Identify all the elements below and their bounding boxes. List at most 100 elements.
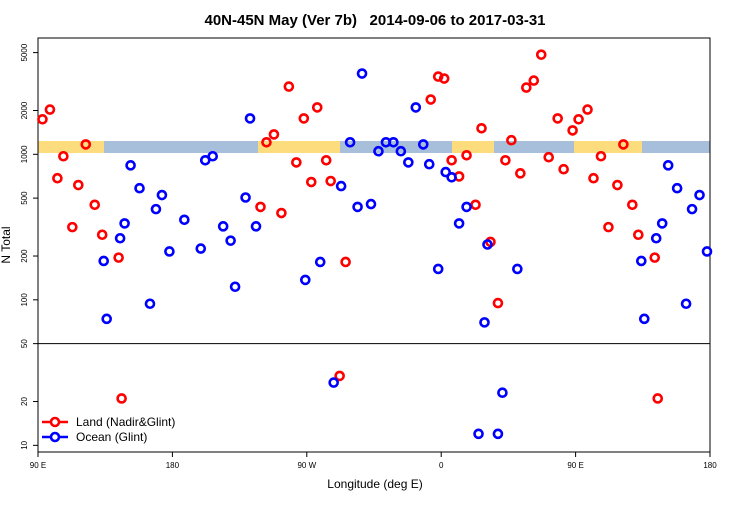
point	[101, 313, 112, 325]
point	[261, 136, 272, 148]
point	[492, 297, 504, 309]
band-land	[38, 141, 104, 153]
point	[150, 203, 162, 215]
y-tick-label: 2000	[20, 101, 29, 119]
point	[446, 172, 457, 183]
point	[543, 151, 555, 163]
point	[410, 102, 422, 113]
point	[207, 150, 219, 162]
chart-title: 40N-45N May (Ver 7b) 2014-09-06 to 2017-…	[204, 12, 545, 29]
point	[535, 49, 547, 60]
point	[96, 229, 108, 241]
point	[515, 168, 526, 179]
point	[512, 263, 523, 275]
point	[618, 139, 629, 150]
point	[37, 114, 48, 125]
point	[595, 150, 607, 162]
land-ocean-band	[38, 141, 710, 153]
band-land	[258, 141, 340, 153]
point	[44, 104, 56, 115]
point	[67, 221, 78, 233]
point	[113, 252, 124, 263]
y-tick-label: 100	[20, 293, 29, 307]
point	[89, 199, 101, 211]
point	[497, 387, 508, 399]
point	[701, 246, 713, 257]
point	[250, 221, 262, 232]
point	[453, 218, 465, 229]
point	[276, 207, 287, 219]
point	[80, 139, 92, 150]
point	[461, 149, 472, 161]
point	[603, 221, 614, 233]
point	[334, 370, 345, 382]
x-tick-label: 90 W	[297, 461, 316, 470]
point	[229, 281, 241, 293]
point	[199, 154, 211, 166]
point	[365, 198, 377, 210]
point	[694, 189, 705, 201]
point	[125, 160, 136, 171]
point	[52, 172, 63, 184]
point	[423, 158, 435, 170]
plot-frame	[37, 37, 711, 453]
point	[432, 263, 444, 275]
point	[291, 157, 302, 168]
point	[356, 68, 368, 79]
point	[395, 145, 407, 157]
point	[649, 252, 661, 263]
x-tick-label: 90 E	[567, 461, 583, 470]
point	[240, 192, 251, 203]
point	[164, 246, 175, 257]
point	[195, 243, 207, 254]
point	[298, 113, 310, 124]
point	[217, 221, 229, 232]
point	[482, 239, 493, 250]
point	[567, 125, 578, 136]
point	[438, 73, 450, 84]
legend-label: Land (Nadir&Glint)	[76, 415, 175, 429]
point	[335, 180, 347, 192]
point	[98, 255, 110, 267]
point	[440, 166, 451, 178]
point	[144, 298, 156, 310]
point	[432, 71, 444, 82]
point	[305, 176, 317, 188]
x-tick-label: 90 E	[30, 461, 46, 470]
point	[373, 145, 384, 157]
point	[582, 104, 593, 115]
point	[134, 182, 145, 194]
point	[506, 134, 517, 146]
y-tick-label: 500	[20, 191, 29, 205]
legend-marker	[49, 416, 61, 428]
point	[528, 75, 540, 86]
point	[225, 235, 236, 246]
point	[662, 160, 674, 171]
point	[656, 218, 668, 229]
point	[268, 129, 280, 140]
point	[473, 428, 484, 440]
point	[686, 203, 698, 215]
point	[476, 122, 487, 134]
point	[650, 232, 662, 244]
point	[588, 172, 599, 184]
legend-marker	[49, 431, 61, 443]
y-tick-label: 20	[20, 397, 29, 406]
point	[470, 199, 481, 211]
point	[325, 175, 336, 187]
point	[633, 229, 644, 241]
point	[680, 298, 692, 310]
x-tick-label: 180	[703, 461, 717, 470]
x-axis-label: Longitude (deg E)	[327, 477, 422, 491]
point	[344, 136, 356, 148]
point	[461, 201, 472, 213]
point	[552, 113, 563, 124]
point	[58, 150, 69, 162]
point	[119, 218, 130, 229]
x-tick-label: 180	[166, 461, 180, 470]
legend-label: Ocean (Glint)	[76, 430, 147, 444]
point	[671, 182, 683, 194]
point	[156, 189, 168, 201]
